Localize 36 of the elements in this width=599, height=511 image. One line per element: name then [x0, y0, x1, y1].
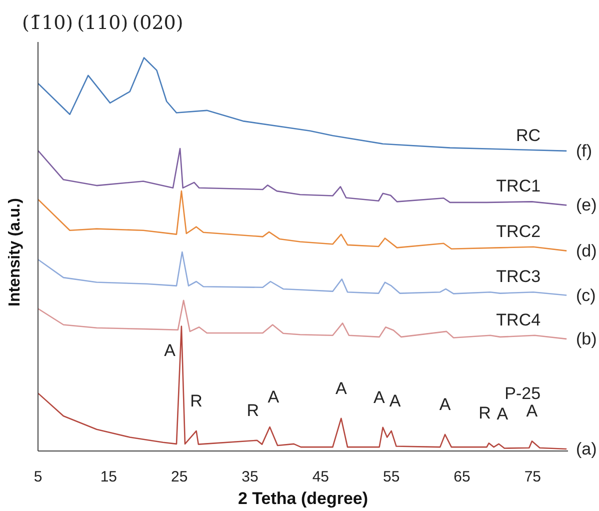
x-tick-label: 55 [382, 468, 400, 486]
annotation: R [478, 404, 491, 423]
x-tick-label: 5 [34, 468, 42, 486]
x-tick-label: 45 [312, 468, 330, 486]
annotation: A [439, 394, 452, 414]
annotation: A [526, 402, 538, 421]
text: (1̄10) [22, 12, 74, 34]
text: P-25 [504, 384, 541, 404]
text: (020) [132, 12, 184, 34]
annotation: R [246, 400, 260, 420]
series-label: TRC4 [496, 310, 541, 330]
series-label: TRC1 [496, 176, 541, 196]
y-axis-title: Intensity (a.u.) [6, 198, 24, 306]
series-label: TRC2 [496, 222, 541, 241]
annotation: (e) [576, 196, 597, 215]
x-tick-label: 65 [454, 468, 470, 486]
x-tick-label: 35 [242, 468, 258, 486]
annotation: (f) [576, 141, 592, 160]
annotation: (c) [576, 286, 596, 305]
annotation: A [164, 340, 176, 360]
x-axis-title: 2 Tetha (degree) [238, 489, 368, 508]
annotation: (d) [576, 241, 597, 260]
annotation: A [335, 378, 348, 398]
x-tick-label: 75 [524, 468, 542, 486]
annotation: A [496, 404, 509, 424]
series-label: RC [516, 126, 541, 145]
annotation: R [190, 391, 202, 410]
annotation: A [268, 388, 280, 407]
annotation: A [389, 391, 402, 410]
text: (110) [77, 12, 128, 34]
x-tick-label: 15 [100, 468, 118, 486]
annotation: A [374, 388, 386, 407]
annotation: (a) [576, 440, 597, 459]
annotation: (b) [576, 329, 597, 348]
x-tick-label: 25 [170, 468, 188, 486]
series-label: TRC3 [496, 267, 541, 286]
